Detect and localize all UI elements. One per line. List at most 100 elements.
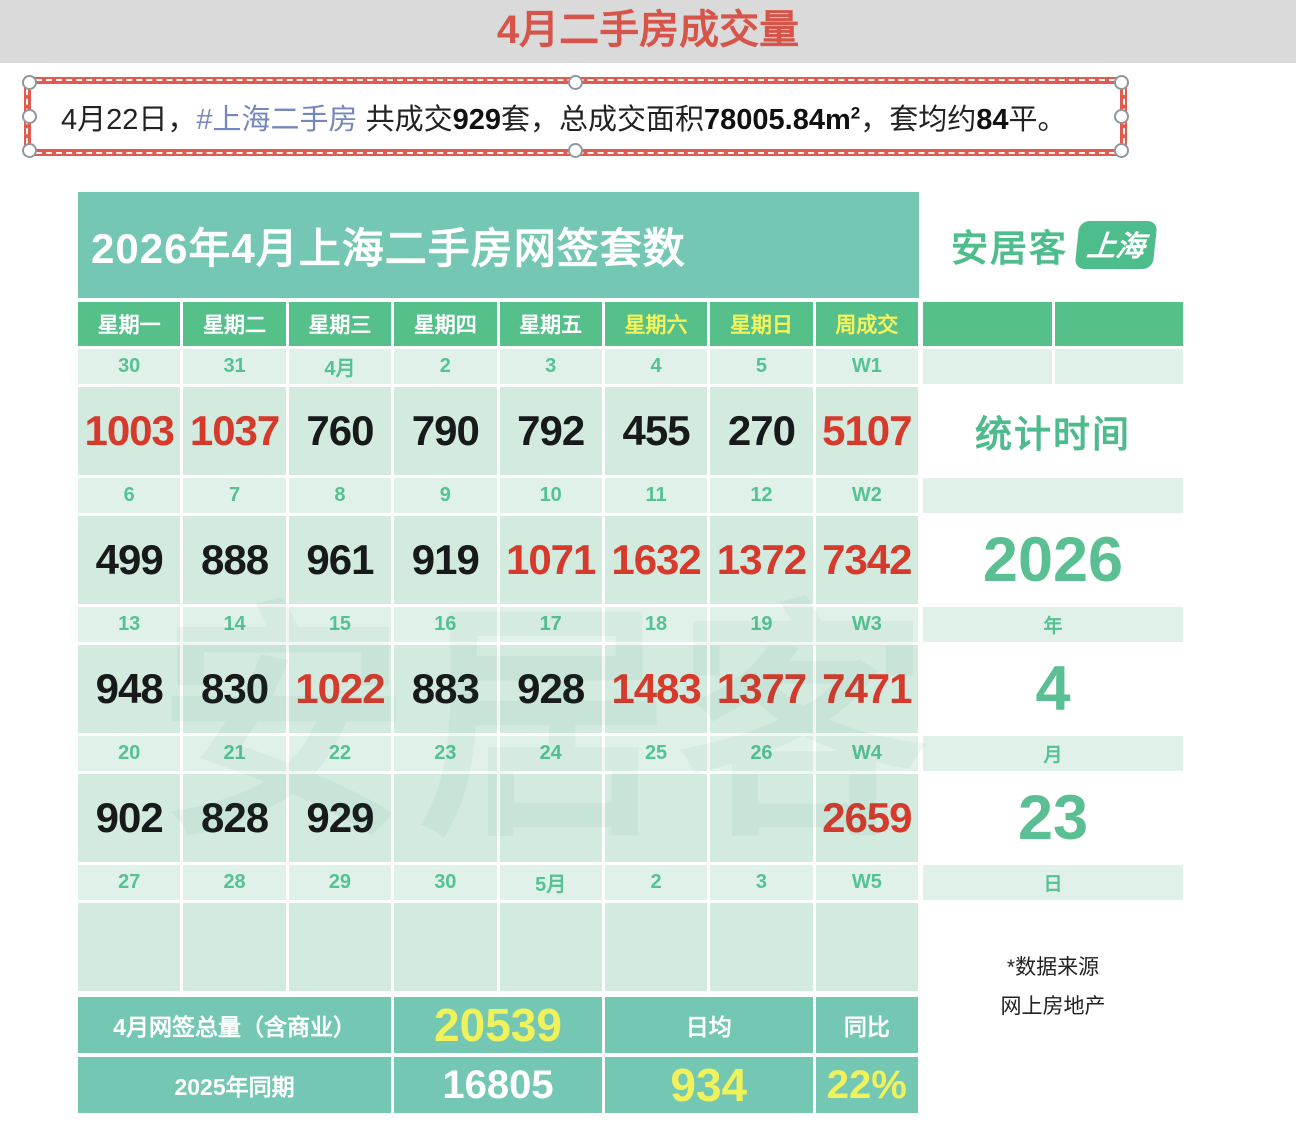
date-cell: 14 — [183, 607, 286, 642]
value-cell: 1003 — [78, 387, 181, 475]
stats-year-label: 年 — [923, 607, 1183, 642]
selection-handle-mid-right[interactable] — [1114, 108, 1129, 124]
value-cell: 455 — [604, 387, 708, 475]
value-cell — [288, 903, 392, 991]
value-cell: 499 — [78, 516, 181, 604]
date-cell: 2 — [394, 349, 497, 384]
date-cell: 4 — [604, 349, 708, 384]
summary-daily-value: 934 — [604, 1057, 813, 1113]
date-cell: W2 — [815, 478, 918, 513]
value-cell: 1377 — [710, 645, 813, 733]
date-cell: W5 — [815, 865, 918, 900]
date-cell: 12 — [710, 478, 813, 513]
summary-daily-label: 日均 — [604, 997, 813, 1053]
selection-handle-bottom-left[interactable] — [22, 143, 37, 158]
value-cell: 888 — [183, 516, 286, 604]
page-title: 4月二手房成交量 — [496, 8, 800, 52]
date-cell: 18 — [604, 607, 708, 642]
date-cell: 5月 — [499, 865, 602, 900]
stats-panel: 统计时间 2026 年 4 月 23 日 *数据来源 网上房地产 — [923, 302, 1183, 1026]
brand-logo-area: 安居客 上海 — [923, 192, 1183, 298]
date-cell: 5 — [710, 349, 813, 384]
value-cell: 883 — [394, 645, 497, 733]
stats-year: 2026 — [982, 525, 1124, 595]
value-cell: 270 — [710, 387, 813, 475]
note-prefix: 4月22日， — [61, 103, 197, 136]
hashtag-link[interactable]: #上海二手房 — [196, 103, 358, 136]
date-cell: W4 — [815, 736, 918, 771]
brand-city-badge: 上海 — [1074, 221, 1158, 269]
date-cell: 24 — [499, 736, 602, 771]
summary-prev-label: 2025年同期 — [78, 1057, 392, 1113]
highlight-note-box[interactable]: 4月22日，#上海二手房 共成交929套，总成交面积78005.84m2，套均约… — [22, 75, 1129, 158]
value-cell: 948 — [78, 645, 181, 733]
weekday-header-cell: 星期六 — [604, 302, 708, 346]
value-cell: 961 — [288, 516, 392, 604]
stats-title: 统计时间 — [975, 414, 1131, 455]
date-cell: 28 — [183, 865, 286, 900]
selection-handle-mid-left[interactable] — [22, 108, 37, 124]
value-cell: 902 — [78, 774, 181, 862]
date-cell: 21 — [183, 736, 286, 771]
note-unit-sup: 2 — [850, 102, 861, 122]
value-cell — [604, 774, 708, 862]
value-cell: 790 — [394, 387, 497, 475]
weekday-header-cell: 星期二 — [183, 302, 286, 346]
brand-logo: 安居客 — [950, 228, 1068, 269]
stats-panel-band-cell — [923, 349, 1052, 384]
date-cell: W3 — [815, 607, 918, 642]
value-cell — [710, 774, 813, 862]
value-cell — [604, 903, 708, 991]
date-cell: 25 — [604, 736, 708, 771]
date-cell: 4月 — [288, 349, 392, 384]
value-cell — [710, 903, 813, 991]
selection-handle-bottom-right[interactable] — [1114, 143, 1129, 158]
value-cell: 830 — [183, 645, 286, 733]
value-cell — [499, 903, 602, 991]
stats-month-label: 月 — [923, 736, 1183, 771]
stats-panel-header-cell — [1054, 302, 1183, 346]
date-cell: 9 — [394, 478, 497, 513]
note-count: 929 — [452, 103, 501, 136]
stats-month: 4 — [1035, 654, 1071, 724]
date-cell: 31 — [183, 349, 286, 384]
data-source-note: *数据来源 网上房地产 — [923, 948, 1183, 1026]
date-cell: 10 — [499, 478, 602, 513]
value-cell: 1483 — [604, 645, 708, 733]
data-source-line2: 网上房地产 — [1000, 995, 1106, 1018]
table-banner-title: 2026年4月上海二手房网签套数 — [91, 224, 686, 272]
value-cell: 828 — [183, 774, 286, 862]
weekday-header-cell: 星期五 — [499, 302, 602, 346]
selection-handle-bottom-center[interactable] — [567, 143, 583, 158]
note-mid2: 套，总成交面积 — [500, 103, 704, 136]
value-cell: 7471 — [815, 645, 918, 733]
summary-prev-value: 16805 — [394, 1057, 602, 1113]
stats-panel-header-row — [923, 302, 1183, 346]
weekday-header-cell: 星期日 — [710, 302, 813, 346]
value-cell: 919 — [394, 516, 497, 604]
stats-day-label: 日 — [923, 865, 1183, 900]
date-cell: 16 — [394, 607, 497, 642]
date-cell: 11 — [604, 478, 708, 513]
note-unit: m — [824, 103, 851, 136]
summary-rows: 4月网签总量（含商业） 20539 日均 同比 2025年同期 16805 93… — [78, 997, 918, 1113]
value-cell: 1071 — [499, 516, 602, 604]
date-cell: 22 — [288, 736, 392, 771]
selection-handle-top-left[interactable] — [22, 75, 37, 90]
stats-band-empty — [923, 478, 1183, 513]
weekday-header-cell: 周成交 — [815, 302, 918, 346]
date-cell: 3 — [710, 865, 813, 900]
calendar-grid: 星期一 星期二 星期三 星期四 星期五 星期六 星期日 周成交 30 31 4月 2 3 4 5 W1 1003… — [78, 302, 918, 991]
stats-panel-header-cell — [923, 302, 1052, 346]
date-cell: 13 — [78, 607, 181, 642]
selection-handle-top-right[interactable] — [1114, 75, 1129, 90]
value-cell: 929 — [288, 774, 392, 862]
date-cell: W1 — [815, 349, 918, 384]
selection-handle-top-center[interactable] — [567, 75, 583, 90]
value-cell: 792 — [499, 387, 602, 475]
value-cell: 2659 — [815, 774, 918, 862]
value-cell: 7342 — [815, 516, 918, 604]
summary-yoy-label: 同比 — [815, 997, 918, 1053]
date-cell: 20 — [78, 736, 181, 771]
value-cell — [394, 774, 497, 862]
